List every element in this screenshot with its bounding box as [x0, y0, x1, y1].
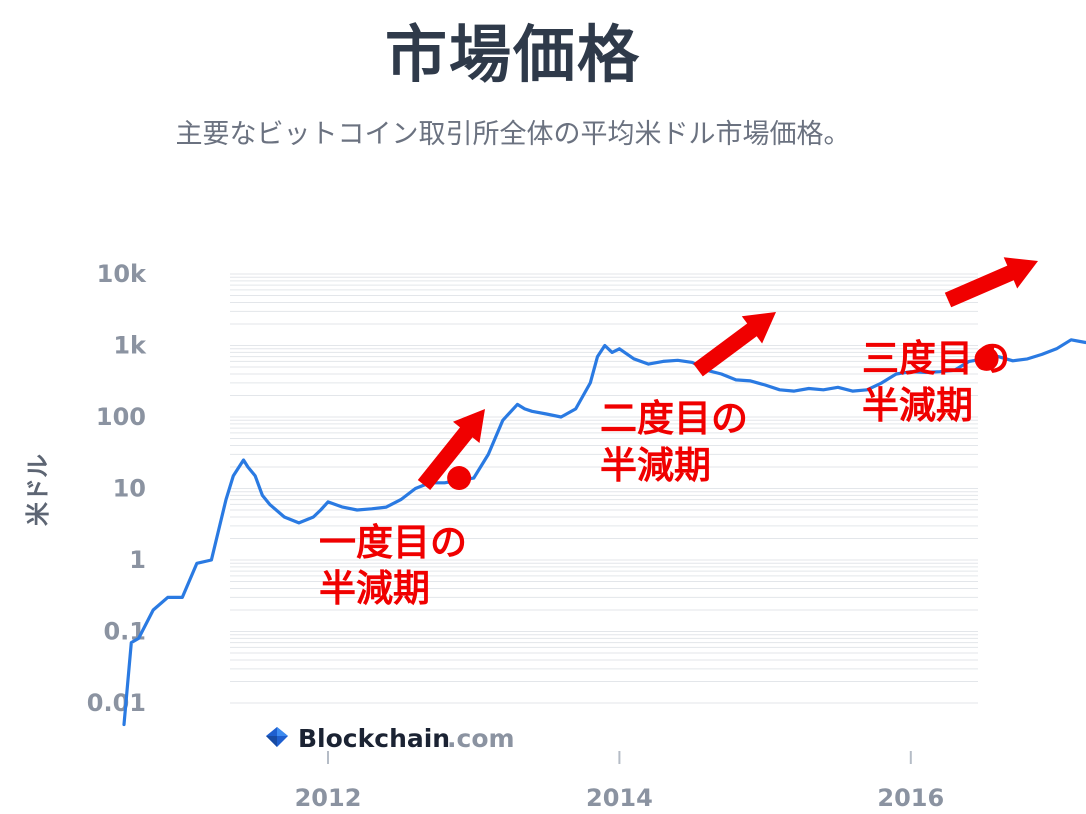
blockchain-logo-icon — [266, 727, 288, 747]
blockchain-brand: Blockchain .com — [266, 724, 515, 753]
y-tick-label: 0.01 — [87, 689, 146, 717]
x-tick-label: 2012 — [295, 784, 362, 812]
halving-arrow — [417, 409, 485, 490]
brand-suffix: .com — [447, 724, 515, 753]
price-series-line — [122, 338, 1086, 727]
page-title: 市場価格 — [384, 18, 641, 91]
halving-label-line2: 半減期 — [600, 444, 711, 487]
halving-arrow — [693, 312, 776, 377]
y-tick-label: 10 — [113, 475, 146, 503]
x-tick-label: 2014 — [586, 784, 653, 812]
brand-name: Blockchain — [298, 724, 450, 753]
halving-label-line1: 二度目の — [600, 397, 748, 440]
halving-arrow — [944, 257, 1038, 308]
halving-marker — [974, 346, 999, 371]
y-axis-ticks: 10k 1k 100 10 1 0.1 0.01 — [87, 260, 147, 717]
y-tick-label: 0.1 — [103, 618, 146, 646]
y-tick-label: 100 — [96, 403, 146, 431]
y-tick-label: 10k — [97, 260, 147, 288]
y-tick-label: 1k — [113, 332, 147, 360]
page-subtitle: 主要なビットコイン取引所全体の平均米ドル市場価格。 — [175, 119, 851, 150]
halving-label-line2: 半減期 — [319, 567, 430, 610]
halving-marker — [447, 466, 472, 491]
halving-label-line1: 三度目の — [862, 337, 1010, 380]
halving-label-line1: 一度目の — [319, 521, 467, 564]
y-tick-label: 1 — [129, 546, 146, 574]
x-tick-label: 2016 — [877, 784, 944, 812]
y-axis-label: 米ドル — [24, 454, 52, 526]
chart-gridlines — [230, 273, 978, 704]
halving-label-line2: 半減期 — [862, 384, 973, 427]
x-axis-ticks: 20122014201620182020 — [295, 751, 944, 812]
